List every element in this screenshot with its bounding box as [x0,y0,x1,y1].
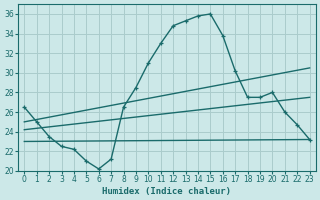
X-axis label: Humidex (Indice chaleur): Humidex (Indice chaleur) [102,187,231,196]
